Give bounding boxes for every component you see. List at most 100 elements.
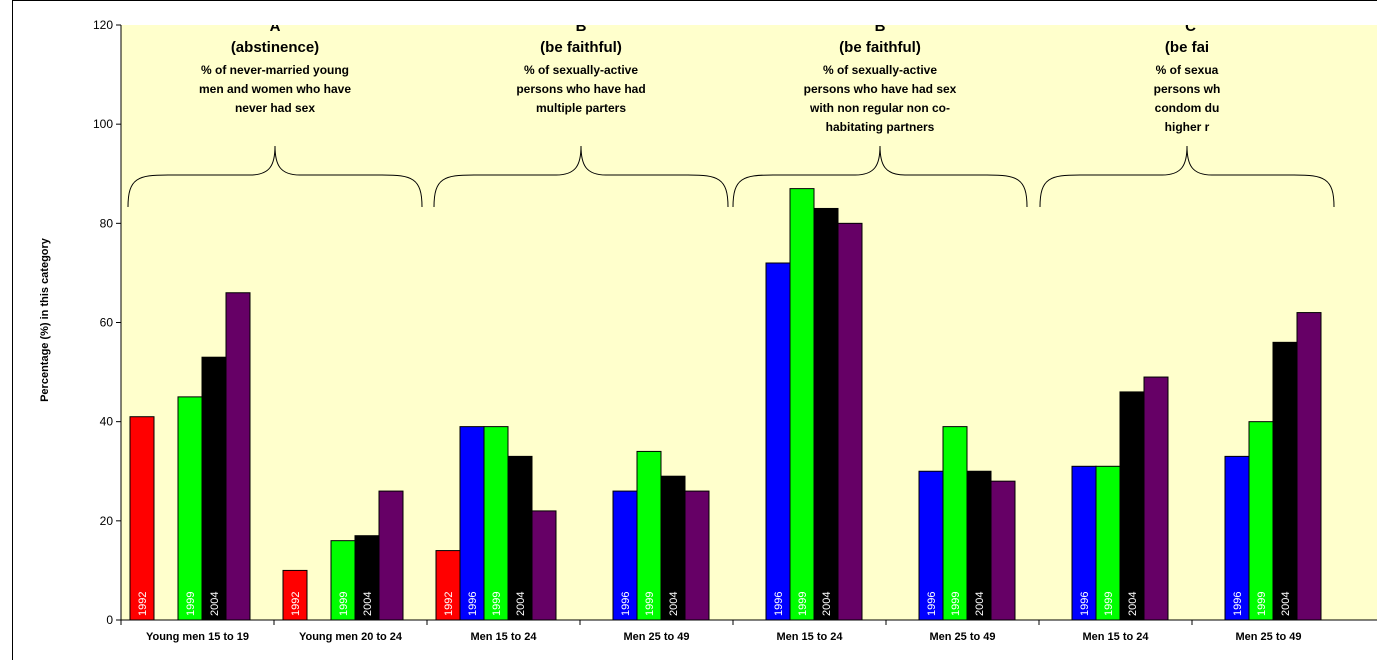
bar bbox=[201, 356, 227, 621]
bar-year-label: 1996 bbox=[1079, 592, 1091, 616]
annotation-description: % of sexually-active bbox=[524, 63, 638, 77]
bar-year-label: 1999 bbox=[338, 592, 350, 616]
annotation-brace bbox=[433, 145, 729, 208]
bar-year-label: 1999 bbox=[491, 592, 503, 616]
annotation-description: men and women who have bbox=[199, 82, 351, 96]
bar-year-label: 2004 bbox=[1127, 592, 1139, 616]
bar bbox=[483, 426, 509, 621]
bar-year-label: 1992 bbox=[137, 592, 149, 616]
bar bbox=[660, 475, 686, 621]
bar-year-label: 1996 bbox=[773, 592, 785, 616]
annotation-subtitle: (be fai bbox=[1165, 39, 1209, 56]
annotation-description: % of sexually-active bbox=[823, 63, 937, 77]
bar bbox=[282, 569, 308, 621]
annotation-subtitle: (be faithful) bbox=[839, 39, 921, 56]
bar bbox=[177, 396, 203, 621]
annotation-description: persons wh bbox=[1154, 82, 1221, 96]
category-label: Men 15 to 24 bbox=[470, 631, 537, 643]
bar bbox=[990, 480, 1016, 621]
y-tick-label: 40 bbox=[100, 415, 114, 429]
annotation-subtitle: (abstinence) bbox=[231, 39, 319, 56]
category-label: Men 25 to 49 bbox=[623, 631, 689, 643]
annotation-subtitle: (be faithful) bbox=[540, 39, 622, 56]
y-tick-label: 80 bbox=[100, 216, 114, 230]
bar bbox=[1296, 312, 1322, 621]
y-tick-label: 0 bbox=[106, 613, 113, 627]
bar-year-label: 1999 bbox=[1256, 592, 1268, 616]
annotation-title: "C bbox=[1178, 18, 1196, 35]
bars: 1992 1999 2004 1992 1999 2004 1992 1996 1999 2004… bbox=[129, 188, 1322, 621]
annotation-brace bbox=[732, 145, 1028, 208]
annotation-description: higher r bbox=[1165, 120, 1210, 134]
bar bbox=[813, 207, 839, 621]
bar-year-label: 2004 bbox=[974, 592, 986, 616]
annotation-description: never had sex bbox=[235, 101, 315, 115]
annotation-description: multiple parters bbox=[536, 101, 626, 115]
category-label: Men 25 to 49 bbox=[1235, 631, 1301, 643]
bar bbox=[1119, 391, 1145, 621]
bar-year-label: 1996 bbox=[467, 592, 479, 616]
category-label: Men 15 to 24 bbox=[1082, 631, 1149, 643]
bar-year-label: 1996 bbox=[1232, 592, 1244, 616]
bar-year-label: 2004 bbox=[1280, 592, 1292, 616]
bar bbox=[765, 262, 791, 621]
bar bbox=[378, 490, 404, 621]
y-axis-label: Percentage (%) in this category bbox=[39, 237, 51, 402]
bar bbox=[636, 450, 662, 621]
bar bbox=[459, 426, 485, 621]
bar bbox=[129, 416, 155, 621]
bar bbox=[225, 292, 251, 621]
y-tick-label: 60 bbox=[100, 316, 114, 330]
annotation-brace bbox=[1039, 145, 1335, 208]
annotation-description: persons who have had sex bbox=[804, 82, 957, 96]
bar bbox=[1095, 465, 1121, 621]
annotation-description: condom du bbox=[1155, 101, 1220, 115]
bar-year-label: 1996 bbox=[926, 592, 938, 616]
bar-year-label: 1999 bbox=[185, 592, 197, 616]
annotation-description: habitating partners bbox=[826, 120, 935, 134]
bar bbox=[612, 490, 638, 621]
bar bbox=[507, 455, 533, 621]
bar-year-label: 1999 bbox=[644, 592, 656, 616]
bar bbox=[684, 490, 710, 621]
annotation-title: "B" bbox=[568, 18, 593, 35]
bar-year-label: 2004 bbox=[209, 592, 221, 616]
axes: 0 20 40 60 80 100 120 Young men 15 to 19 Young m… bbox=[93, 18, 1377, 643]
bar bbox=[1272, 341, 1298, 621]
bar bbox=[837, 222, 863, 621]
y-tick-label: 20 bbox=[100, 514, 114, 528]
bar bbox=[330, 540, 356, 621]
bar bbox=[789, 188, 815, 621]
bar bbox=[1071, 465, 1097, 621]
bar bbox=[531, 510, 557, 621]
bar bbox=[1143, 376, 1169, 621]
bar-year-label: 1999 bbox=[950, 592, 962, 616]
bar-year-label: 2004 bbox=[515, 592, 527, 616]
chart-frame bbox=[12, 0, 1377, 660]
category-annotations: "A" (abstinence) % of never-married young m… bbox=[127, 18, 1335, 208]
annotation-brace bbox=[127, 145, 423, 208]
annotation-title: "B" bbox=[867, 18, 892, 35]
bar bbox=[435, 550, 461, 621]
y-tick-label: 100 bbox=[93, 117, 113, 131]
category-label: Men 15 to 24 bbox=[776, 631, 843, 643]
bar-year-label: 1992 bbox=[290, 592, 302, 616]
y-tick-label: 120 bbox=[93, 18, 113, 32]
bar-year-label: 2004 bbox=[362, 592, 374, 616]
annotation-description: persons who have had bbox=[516, 82, 645, 96]
category-label: Young men 20 to 24 bbox=[299, 631, 403, 643]
annotation-description: % of never-married young bbox=[201, 63, 349, 77]
bar-year-label: 1999 bbox=[797, 592, 809, 616]
category-label: Men 25 to 49 bbox=[929, 631, 995, 643]
bar-year-label: 1999 bbox=[1103, 592, 1115, 616]
annotation-title: "A" bbox=[262, 18, 287, 35]
bar-year-label: 1992 bbox=[443, 592, 455, 616]
bar bbox=[942, 426, 968, 621]
annotation-description: with non regular non co- bbox=[809, 101, 950, 115]
bar-year-label: 2004 bbox=[821, 592, 833, 616]
bar-year-label: 1996 bbox=[620, 592, 632, 616]
annotation-description: % of sexua bbox=[1156, 63, 1219, 77]
bar bbox=[1248, 421, 1274, 621]
bar-year-label: 2004 bbox=[668, 592, 680, 616]
